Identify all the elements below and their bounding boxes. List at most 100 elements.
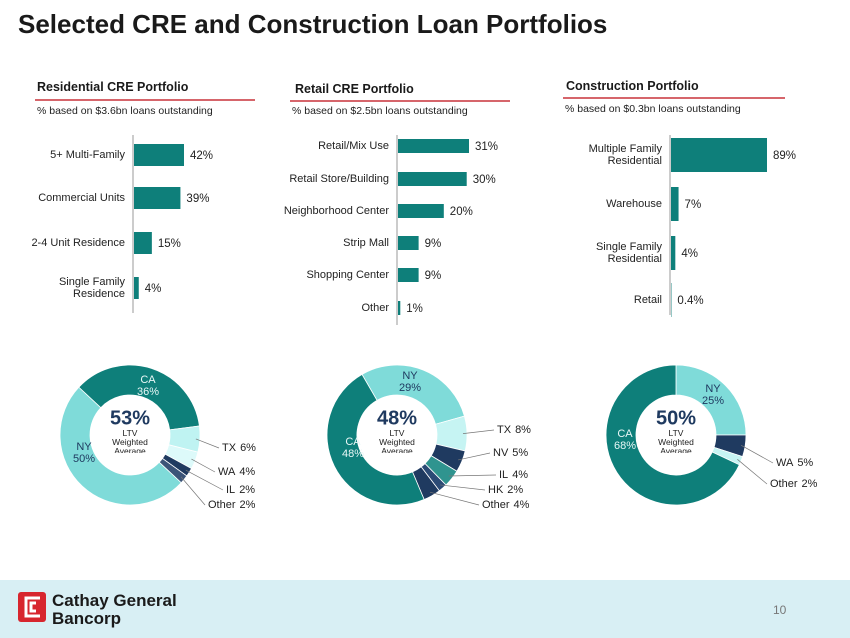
leader-line	[185, 469, 224, 491]
slice-label: IL	[226, 484, 235, 496]
category-label: Retail/Mix Use	[318, 140, 389, 152]
footer-band	[0, 580, 850, 638]
category-label-box: Retail/Mix Use	[318, 140, 389, 152]
category-label-box: Warehouse	[606, 198, 662, 210]
slice-label: Other	[770, 478, 798, 490]
slice-label: CA	[345, 436, 361, 448]
category-label-box: Commercial Units	[38, 192, 125, 204]
company-name: Cathay General	[52, 591, 177, 610]
value-label: 7%	[685, 199, 702, 211]
bar	[398, 268, 419, 282]
slice-label: IL	[499, 469, 508, 481]
value-label: 31%	[475, 141, 498, 153]
bar	[398, 172, 467, 186]
center-caption-box: LTV Weighted Average	[658, 429, 694, 453]
category-label: Single Family Residence	[58, 276, 125, 300]
category-label-box: Multiple Family Residential	[588, 143, 662, 167]
value-label: 20%	[450, 206, 473, 218]
slice-value: 2%	[507, 484, 523, 496]
category-label: Commercial Units	[38, 192, 125, 204]
slice-value: 5%	[797, 457, 813, 469]
category-label-box: Strip Mall	[343, 237, 389, 249]
category-label: 2-4 Unit Residence	[31, 237, 125, 249]
slide-title: Selected CRE and Construction Loan Portf…	[18, 9, 607, 39]
leader-line	[448, 474, 497, 477]
bar	[134, 277, 139, 299]
panel-subtitle: % based on $0.3bn loans outstanding	[565, 103, 741, 115]
value-label: 1%	[406, 303, 423, 315]
category-label: Strip Mall	[343, 237, 389, 249]
slice-label: CA	[140, 374, 156, 386]
leader-line	[429, 491, 480, 506]
bar	[671, 236, 676, 270]
panel-title: Retail CRE Portfolio	[295, 82, 414, 96]
bar	[134, 187, 181, 209]
center-caption-box: LTV Weighted Average	[379, 429, 415, 453]
slice-label: NY	[402, 370, 418, 382]
category-label-box: Shopping Center	[306, 269, 389, 281]
leader-line	[180, 476, 206, 506]
bar	[134, 232, 152, 254]
leader-line	[737, 459, 768, 485]
value-label: 9%	[425, 238, 442, 250]
center-value: 53%	[110, 407, 150, 429]
slice-label: WA	[776, 457, 794, 469]
panel-title: Construction Portfolio	[566, 79, 699, 93]
slice-value: 4%	[514, 499, 530, 511]
value-label: 4%	[145, 283, 162, 295]
page-number: 10	[773, 603, 787, 617]
category-label: 5+ Multi-Family	[50, 149, 125, 161]
slice-value: 5%	[512, 447, 528, 459]
slice-label: HK	[488, 484, 504, 496]
bar	[398, 139, 469, 153]
slice-label: Other	[482, 499, 510, 511]
bar	[671, 187, 679, 221]
slice-label: TX	[497, 424, 512, 436]
leader-line	[741, 445, 774, 464]
value-label: 15%	[158, 238, 181, 250]
bar	[134, 144, 184, 166]
leader-line	[458, 452, 491, 461]
slice-value: 2%	[239, 484, 255, 496]
category-label: Multiple Family Residential	[588, 143, 662, 167]
slice-value: 25%	[702, 395, 724, 407]
slice-value: 6%	[240, 442, 256, 454]
category-label: Other	[361, 302, 389, 314]
category-label: Single Family Residential	[595, 241, 662, 265]
slice-label: WA	[218, 466, 236, 478]
company-name: Bancorp	[52, 609, 121, 628]
donut-slice	[326, 373, 425, 506]
center-caption: LTV Weighted Average	[112, 429, 148, 453]
leader-line	[195, 438, 220, 449]
slice-value: 68%	[614, 440, 636, 452]
category-label: Retail Store/Building	[289, 173, 389, 185]
center-caption-box: LTV Weighted Average	[112, 429, 148, 453]
category-label: Warehouse	[606, 198, 662, 210]
slice-value: 48%	[342, 448, 364, 460]
bar	[671, 138, 767, 172]
slice-value: 50%	[73, 453, 95, 465]
center-value: 50%	[656, 407, 696, 429]
category-label: Shopping Center	[306, 269, 389, 281]
slice-label: NV	[493, 447, 509, 459]
slice-value: 4%	[512, 469, 528, 481]
slice-label: CA	[617, 428, 633, 440]
value-label: 89%	[773, 150, 796, 162]
slice-value: 29%	[399, 382, 421, 394]
category-label: Retail	[633, 294, 662, 306]
category-label-box: Retail	[633, 294, 662, 306]
leader-line	[440, 484, 486, 491]
bar	[398, 204, 444, 218]
category-label-box: Neighborhood Center	[283, 205, 389, 217]
slice-value: 36%	[137, 386, 159, 398]
category-label-box: Other	[361, 302, 389, 314]
center-caption: LTV Weighted Average	[379, 429, 415, 453]
donut-slice	[361, 364, 465, 425]
donut-slice	[78, 364, 200, 431]
slice-label: TX	[222, 442, 237, 454]
value-label: 42%	[190, 150, 213, 162]
panel-title: Residential CRE Portfolio	[37, 80, 189, 94]
category-label: Neighborhood Center	[283, 205, 389, 217]
